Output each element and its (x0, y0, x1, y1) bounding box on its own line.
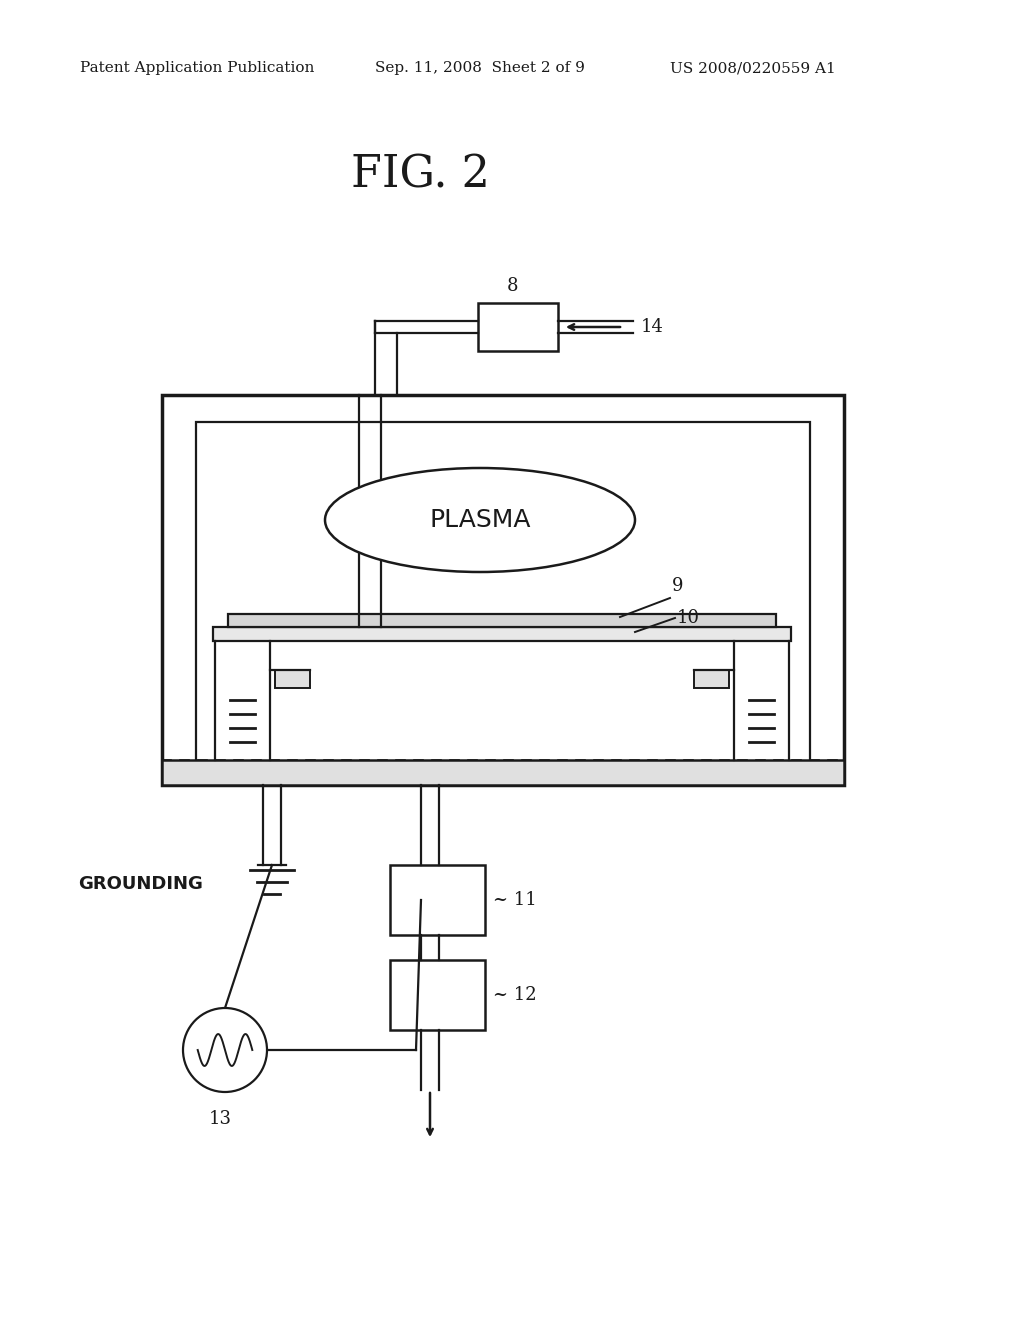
Text: Sep. 11, 2008  Sheet 2 of 9: Sep. 11, 2008 Sheet 2 of 9 (375, 61, 585, 75)
Bar (213, 627, 791, 642)
Circle shape (183, 1008, 267, 1092)
Text: 13: 13 (209, 1110, 231, 1129)
Text: 8: 8 (506, 277, 518, 294)
Bar (196, 422, 810, 777)
Text: 9: 9 (672, 577, 683, 595)
Bar (390, 960, 485, 1030)
Text: FIG. 2: FIG. 2 (350, 153, 489, 197)
Bar (478, 304, 558, 351)
Bar (275, 671, 310, 688)
Text: 10: 10 (677, 609, 700, 627)
Bar (390, 865, 485, 935)
Text: US 2008/0220559 A1: US 2008/0220559 A1 (670, 61, 836, 75)
Text: PLASMA: PLASMA (429, 508, 530, 532)
Text: 14: 14 (641, 318, 664, 337)
Bar (162, 395, 844, 785)
Ellipse shape (325, 469, 635, 572)
Text: Patent Application Publication: Patent Application Publication (80, 61, 314, 75)
Bar (162, 760, 844, 785)
Bar (228, 614, 776, 627)
Text: ~ 11: ~ 11 (493, 891, 537, 909)
Bar (694, 671, 729, 688)
Text: ~ 12: ~ 12 (493, 986, 537, 1005)
Text: GROUNDING: GROUNDING (78, 875, 203, 894)
